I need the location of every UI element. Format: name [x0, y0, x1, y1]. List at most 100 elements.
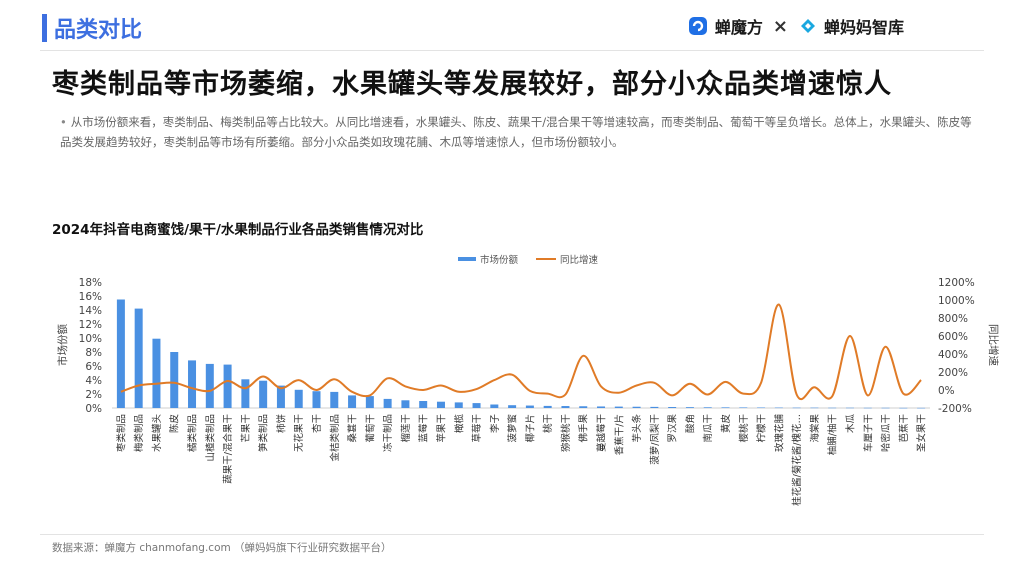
- x-tick-label: 榴莲干: [400, 414, 412, 443]
- bar-21: [490, 404, 499, 408]
- header-divider: [40, 50, 984, 51]
- brand-left: 蝉魔方: [714, 18, 763, 37]
- bar-16: [401, 400, 410, 408]
- x-tick-label: 葡萄干: [364, 414, 376, 443]
- x-tick-label: 蓝莓干: [418, 414, 430, 443]
- x-tick-label: 圣女果干: [916, 414, 928, 452]
- y-tick-label: 12%: [79, 319, 102, 331]
- y-tick-label: 2%: [85, 389, 102, 401]
- bar-19: [454, 402, 463, 408]
- x-tick-label: 桂花酱/菊花酱/槐花…: [791, 414, 803, 506]
- x-tick-label: 柿饼: [275, 414, 287, 434]
- bar-39: [810, 407, 819, 409]
- chart-title: 2024年抖音电商蜜饯/果干/水果制品行业各品类销售情况对比: [52, 222, 424, 238]
- growth-line: [120, 303, 922, 401]
- y2-tick-label: 800%: [938, 313, 968, 325]
- x-tick-label: 樱桃干: [738, 414, 750, 443]
- bar-45: [917, 407, 926, 409]
- x-tick-label: 黄皮: [720, 414, 732, 434]
- bar-13: [348, 395, 357, 408]
- x-tick-label: 芋头条: [631, 414, 643, 443]
- combo-chart: 市场份额 同比增速18%16%14%12%10%8%6%4%2%0%1200%10…: [56, 254, 1000, 506]
- y2-tick-label: 400%: [938, 349, 968, 361]
- bar-0: [116, 299, 125, 408]
- y2-tick-label: 1200%: [938, 277, 975, 289]
- y-tick-label: 6%: [85, 361, 102, 373]
- x-tick-label: 芭蕉干: [898, 414, 910, 443]
- y-tick-label: 14%: [79, 305, 102, 317]
- x-tick-label: 蔬果干/混合果干: [222, 414, 234, 484]
- x-tick-label: 枣类制品: [115, 414, 127, 452]
- x-tick-label: 橄榄: [453, 414, 465, 434]
- bar-2: [152, 338, 161, 408]
- x-tick-label: 杏干: [311, 414, 323, 433]
- bar-14: [365, 396, 374, 408]
- bar-4: [188, 360, 197, 408]
- x-tick-label: 猕猴桃干: [560, 414, 572, 452]
- bar-15: [383, 398, 392, 408]
- x-tick-label: 木瓜: [844, 414, 856, 434]
- bar-1: [134, 308, 143, 408]
- bar-28: [614, 406, 623, 408]
- legend-label-line: 同比增速: [560, 254, 599, 266]
- bar-42: [863, 407, 872, 409]
- bar-8: [259, 380, 268, 408]
- bar-34: [721, 407, 730, 408]
- x-tick-label: 蔓越莓干: [596, 414, 608, 452]
- y2-tick-label: -200%: [938, 403, 972, 415]
- y-tick-label: 18%: [79, 277, 102, 289]
- x-tick-label: 车厘子干: [862, 414, 874, 452]
- chanmofang-logo-icon: [688, 17, 707, 35]
- x-tick-label: 柠檬干: [756, 414, 768, 443]
- x-tick-label: 菠萝/凤梨干: [649, 414, 661, 465]
- bar-27: [597, 406, 606, 408]
- x-tick-label: 李子: [489, 414, 501, 434]
- x-tick-label: 苹果干: [435, 414, 447, 443]
- bar-5: [205, 363, 214, 408]
- bar-24: [543, 405, 552, 408]
- x-tick-label: 椰子片: [524, 414, 536, 443]
- bar-31: [668, 407, 677, 408]
- brand-block: 蝉魔方 × 蝉妈妈智库: [687, 14, 904, 38]
- x-tick-label: 山楂类制品: [204, 414, 216, 462]
- x-tick-label: 芒果干: [240, 414, 252, 443]
- section-title: 品类对比: [54, 18, 143, 43]
- bar-35: [739, 407, 748, 408]
- brand-separator: ×: [772, 15, 788, 37]
- y-tick-label: 4%: [85, 375, 102, 387]
- bar-20: [472, 403, 481, 408]
- x-tick-label: 无花果干: [293, 414, 305, 452]
- summary-text: • 从市场份额来看，枣类制品、梅类制品等占比较大。从同比增速看，水果罐头、陈皮、蔬…: [60, 115, 972, 149]
- x-tick-label: 橘类制品: [187, 414, 199, 452]
- summary-body: 从市场份额来看，枣类制品、梅类制品等占比较大。从同比增速看，水果罐头、陈皮、蔬果…: [60, 115, 972, 149]
- x-tick-label: 水果罐头: [151, 414, 163, 452]
- x-tick-label: 柚脯/柚干: [827, 414, 839, 455]
- bar-17: [419, 401, 428, 408]
- x-tick-label: 佛手果: [578, 414, 590, 443]
- y2-axis-title: 同比增速: [987, 324, 1000, 366]
- bar-12: [330, 391, 339, 408]
- bar-32: [685, 407, 694, 408]
- y-tick-label: 16%: [79, 291, 102, 303]
- x-tick-label: 草莓干: [471, 414, 483, 443]
- section-accent-bar: [42, 14, 47, 42]
- page-headline: 枣类制品等市场萎缩，水果罐头等发展较好，部分小众品类增速惊人: [52, 69, 892, 100]
- bar-30: [650, 406, 659, 408]
- bar-3: [170, 352, 179, 408]
- legend-swatch-bar: [458, 257, 476, 261]
- x-tick-label: 桑葚干: [347, 414, 359, 443]
- x-tick-label: 南瓜干: [702, 414, 714, 443]
- bar-33: [703, 407, 712, 408]
- bar-23: [525, 405, 534, 408]
- x-tick-label: 冻干制品: [382, 414, 394, 452]
- bar-7: [241, 379, 250, 408]
- data-source: 数据来源：蝉魔方 chanmofang.com （蝉妈妈旗下行业研究数据平台）: [52, 542, 392, 554]
- y-tick-label: 0%: [85, 403, 102, 415]
- legend-label-bar: 市场份额: [480, 254, 519, 266]
- y2-tick-label: 1000%: [938, 295, 975, 307]
- bar-26: [579, 406, 588, 408]
- bar-29: [632, 406, 641, 408]
- brand-right: 蝉妈妈智库: [823, 18, 904, 37]
- x-tick-label: 金桔类制品: [329, 414, 341, 462]
- bar-38: [792, 407, 801, 409]
